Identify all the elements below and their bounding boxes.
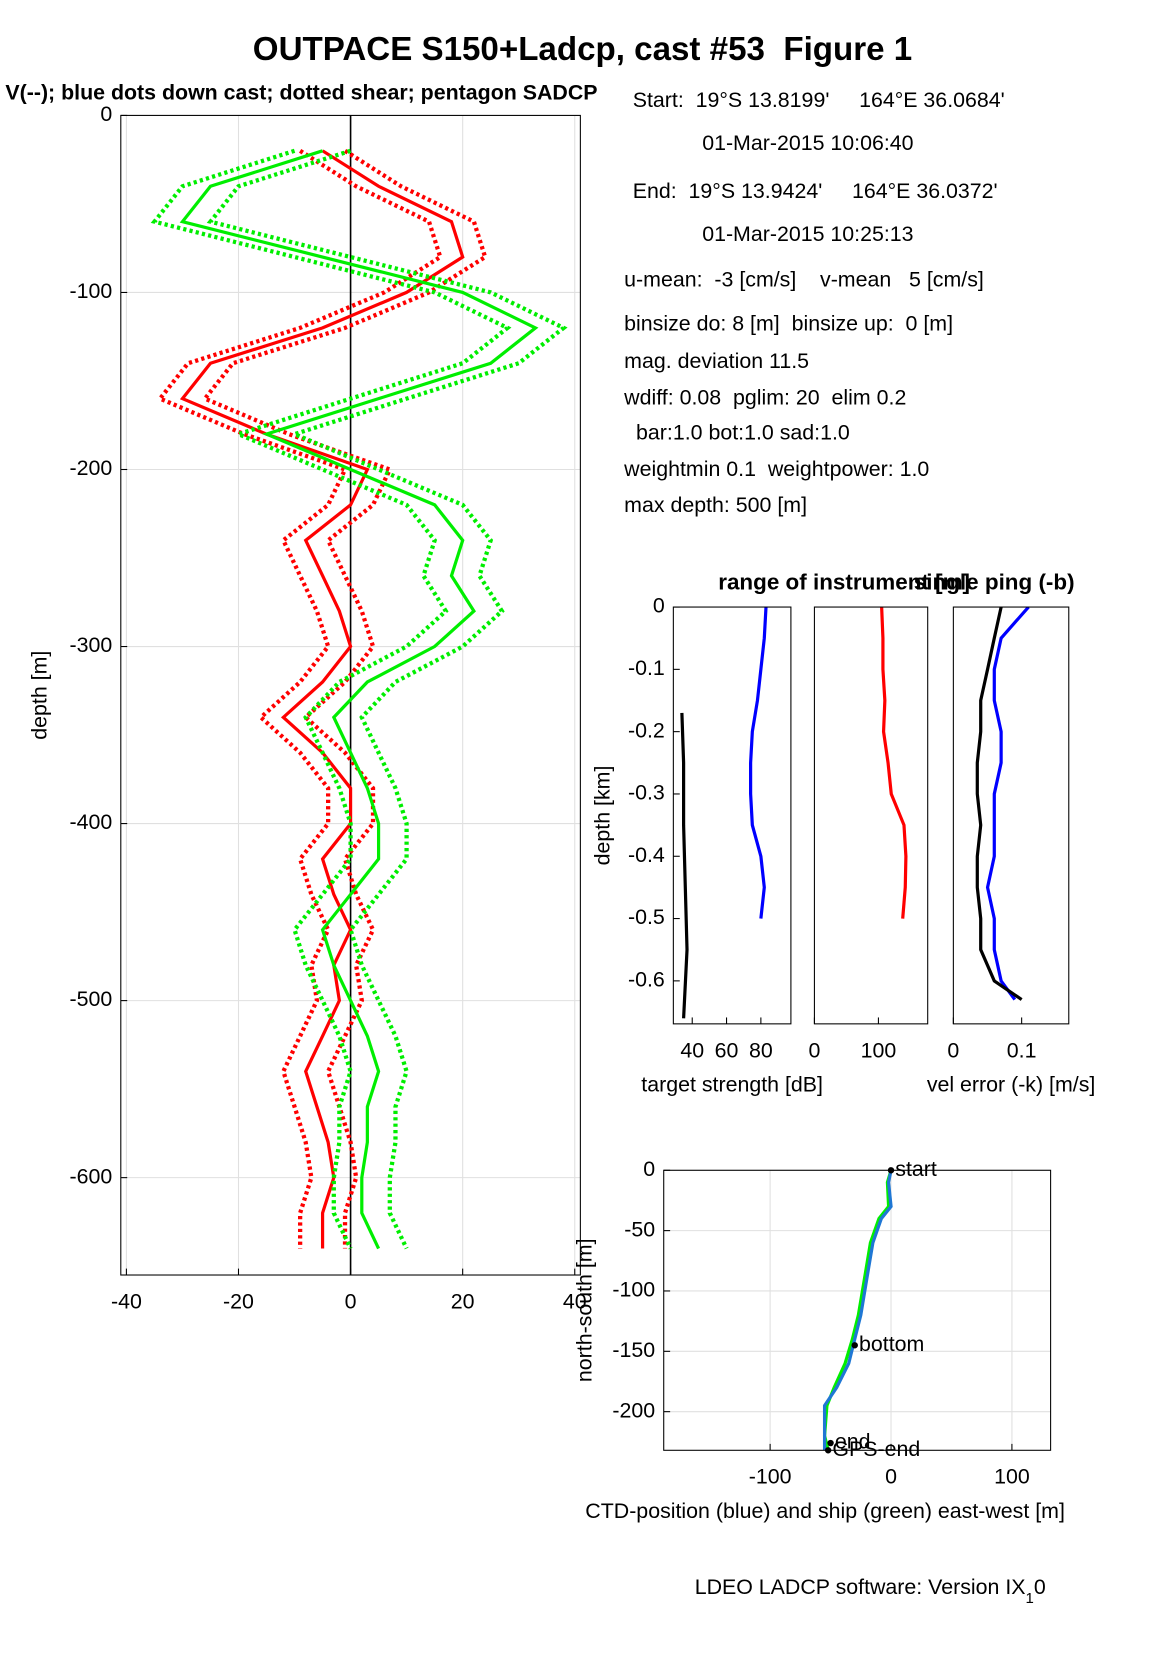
footer-text: LDEO LADCP software: Version IX xyxy=(695,1575,1026,1599)
annotation-point xyxy=(851,1342,858,1349)
y-tick-label: -150 xyxy=(612,1338,655,1362)
clip-group xyxy=(150,148,568,1250)
profile-line xyxy=(880,607,908,919)
y-axis-label: depth [m] xyxy=(27,651,51,740)
y-tick-label: 0 xyxy=(653,594,665,618)
info-line: Start: 19°S 13.8199' 164°E 36.0684' xyxy=(633,88,1005,112)
info-line: weightmin 0.1 weightpower: 1.0 xyxy=(623,457,929,481)
axes-box xyxy=(120,114,581,1276)
x-tick-label: -20 xyxy=(223,1289,254,1313)
y-axis-label: north-south [m] xyxy=(572,1238,596,1382)
annotation: start xyxy=(895,1157,937,1181)
info-line: u-mean: -3 [cm/s] v-mean 5 [cm/s] xyxy=(624,268,984,292)
x-tick-label: 0 xyxy=(947,1038,959,1062)
x-tick-label: 100 xyxy=(994,1465,1030,1489)
x-tick-label: 40 xyxy=(563,1289,587,1313)
x-tick-label: 0 xyxy=(808,1038,820,1062)
y-tick-label: -600 xyxy=(69,1164,112,1188)
annotation: GPS-end xyxy=(832,1437,920,1461)
x-tick-label: 100 xyxy=(861,1038,897,1062)
footer-sub: 1 xyxy=(1026,1590,1034,1607)
y-tick-label: -0.4 xyxy=(628,843,665,867)
info-line: bar:1.0 bot:1.0 sad:1.0 xyxy=(624,421,850,445)
info-line: 01-Mar-2015 10:06:40 xyxy=(702,131,913,155)
y-tick-label: 0 xyxy=(643,1157,655,1181)
annotation: bottom xyxy=(859,1332,924,1356)
annotation-point xyxy=(827,1439,834,1447)
axes-box xyxy=(663,1169,1052,1451)
profile-line xyxy=(985,607,1030,1001)
y-tick-label: -100 xyxy=(69,279,112,303)
y-tick-label: -50 xyxy=(624,1217,655,1241)
axes-box xyxy=(813,606,929,1025)
y-tick-label: -500 xyxy=(69,987,112,1011)
x-tick-label: 0 xyxy=(885,1465,897,1489)
shear-envelope xyxy=(156,148,443,1249)
info-line: binsize do: 8 [m] binsize up: 0 [m] xyxy=(624,312,953,336)
profile-line xyxy=(822,1170,893,1451)
clip-group xyxy=(975,607,1030,1001)
y-tick-label: 0 xyxy=(100,102,112,126)
clip-group xyxy=(680,607,768,1019)
x-tick-label: 0 xyxy=(345,1289,357,1313)
x-tick-label: 80 xyxy=(749,1038,773,1062)
profile-line xyxy=(179,149,539,1250)
x-tick-label: 20 xyxy=(451,1289,475,1313)
y-tick-label: -0.2 xyxy=(628,718,665,742)
footer: LDEO LADCP software: Version IX10 xyxy=(695,1575,1046,1607)
x-axis-label: CTD-position (blue) and ship (green) eas… xyxy=(585,1499,1065,1523)
figure-title: OUTPACE S150+Ladcp, cast #53 Figure 1 xyxy=(253,31,912,68)
shear-envelope xyxy=(150,148,512,1250)
y-axis-label: depth [km] xyxy=(591,766,615,866)
info-line: wdiff: 0.08 pglim: 20 elim 0.2 xyxy=(623,385,906,409)
profile-line xyxy=(749,607,768,919)
shear-envelope xyxy=(201,148,488,1249)
info-line: 01-Mar-2015 10:25:13 xyxy=(702,222,913,246)
profile-line xyxy=(975,607,1023,1001)
clip-group xyxy=(822,1170,893,1451)
axes-box xyxy=(672,606,792,1025)
annotation: end xyxy=(835,1430,871,1454)
info-line: mag. deviation 11.5 xyxy=(624,349,809,373)
info-line: max depth: 500 [m] xyxy=(624,493,807,517)
profile-line xyxy=(179,149,465,1249)
y-tick-label: -300 xyxy=(69,633,112,657)
x-axis-label: vel error (-k) [m/s] xyxy=(927,1072,1095,1096)
annotation-point xyxy=(887,1167,895,1174)
x-tick-label: -40 xyxy=(111,1289,142,1313)
y-tick-label: -0.3 xyxy=(628,781,665,805)
axes-box xyxy=(952,606,1070,1025)
profile-line xyxy=(680,712,689,1019)
y-tick-label: -200 xyxy=(612,1398,655,1422)
y-tick-label: -400 xyxy=(69,810,112,834)
x-tick-label: -100 xyxy=(749,1465,792,1489)
y-tick-label: -200 xyxy=(69,456,112,480)
x-tick-label: 60 xyxy=(715,1038,739,1062)
y-tick-label: -100 xyxy=(612,1278,655,1302)
x-tick-label: 0.1 xyxy=(1007,1038,1037,1062)
y-tick-label: -0.1 xyxy=(628,656,665,680)
info-line: End: 19°S 13.9424' 164°E 36.0372' xyxy=(633,179,998,203)
y-tick-label: -0.6 xyxy=(628,968,665,992)
shear-envelope xyxy=(206,148,568,1250)
panel-title: single ping (-b) xyxy=(914,569,1075,594)
footer-text: 0 xyxy=(1034,1575,1046,1599)
y-tick-label: -0.5 xyxy=(628,905,665,929)
clip-group xyxy=(880,607,908,919)
figure-subtitle: V(--); blue dots down cast; dotted shear… xyxy=(5,81,597,105)
x-tick-label: 40 xyxy=(680,1038,704,1062)
annotation-point xyxy=(824,1447,832,1454)
panel-title: range of instrument [m] xyxy=(718,569,970,594)
x-axis-label: target strength [dB] xyxy=(641,1072,823,1096)
profile-line xyxy=(822,1170,893,1451)
